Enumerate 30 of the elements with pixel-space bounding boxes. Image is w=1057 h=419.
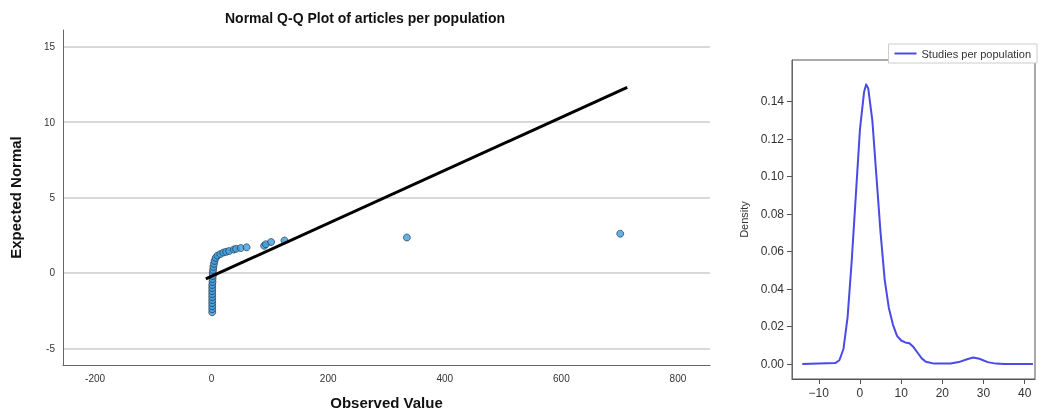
y-tick-label: 0.06 (760, 244, 785, 259)
legend-label: Studies per population (921, 47, 1031, 60)
y-tick-label: 0.00 (760, 356, 785, 371)
y-tick-label: 0.14 (760, 94, 785, 109)
y-tick-label: 0.10 (760, 169, 785, 184)
y-tick-label: 0.04 (760, 281, 785, 296)
x-tick-label: 600 (553, 372, 571, 384)
y-axis-title: Density (738, 200, 751, 238)
y-tick-label: 0.02 (760, 319, 785, 334)
x-tick-label: 400 (436, 372, 454, 384)
x-tick-label: 10 (894, 386, 909, 400)
y-tick-label: 5 (49, 192, 56, 203)
y-tick-label: 0.08 (760, 206, 785, 221)
x-tick-label: 40 (1018, 386, 1032, 400)
y-tick-label: -5 (46, 342, 56, 354)
x-axis-title: Observed Value (330, 394, 443, 411)
x-tick-label: 20 (935, 386, 950, 400)
x-tick-label: 0 (208, 372, 215, 384)
x-tick-label: 30 (976, 386, 991, 400)
y-tick-label: 0 (49, 267, 56, 279)
y-tick-label: 0.12 (760, 131, 785, 146)
x-tick-label: 800 (669, 372, 687, 384)
chart-title: Normal Q-Q Plot of articles per population (224, 10, 506, 26)
x-tick-label: 0 (856, 386, 864, 400)
x-tick-label: −10 (808, 386, 830, 400)
y-tick-label: 10 (43, 116, 56, 128)
y-tick-label: 15 (43, 41, 56, 53)
y-axis-title: Expected Normal (7, 136, 24, 259)
x-tick-label: 200 (319, 372, 337, 384)
x-tick-label: -200 (85, 372, 106, 384)
